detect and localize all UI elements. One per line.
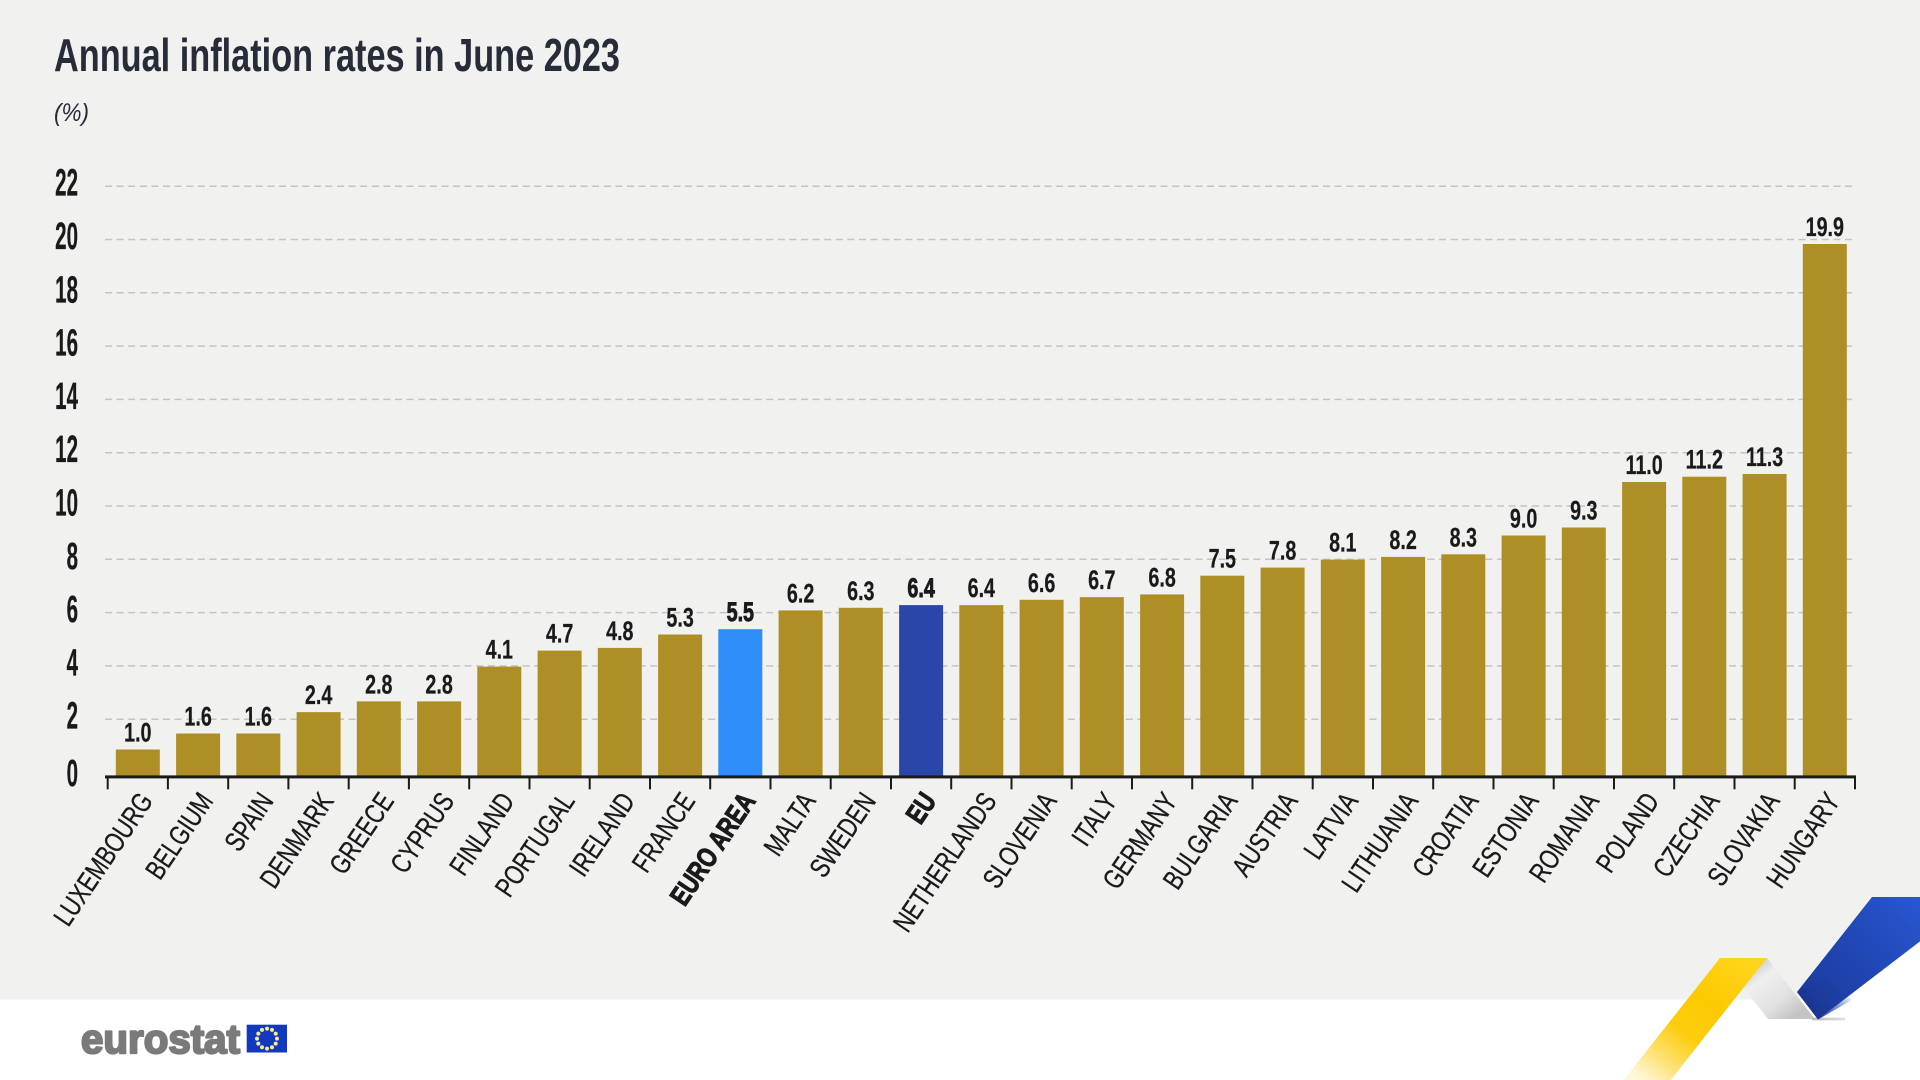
svg-text:2.8: 2.8 (365, 671, 392, 701)
svg-text:9.3: 9.3 (1570, 497, 1597, 527)
svg-text:7.5: 7.5 (1209, 545, 1236, 575)
svg-text:11.0: 11.0 (1625, 451, 1662, 481)
svg-text:8.3: 8.3 (1450, 523, 1477, 553)
svg-text:1.6: 1.6 (245, 703, 272, 733)
svg-text:6: 6 (67, 589, 78, 631)
svg-text:6.3: 6.3 (847, 577, 874, 607)
svg-text:16: 16 (55, 322, 78, 364)
svg-text:5.5: 5.5 (727, 598, 754, 628)
svg-text:14: 14 (55, 375, 78, 417)
svg-text:6.4: 6.4 (907, 574, 935, 604)
svg-text:8.2: 8.2 (1389, 526, 1416, 556)
svg-text:8.1: 8.1 (1329, 529, 1356, 559)
svg-text:Annual inflation rates in June: Annual inflation rates in June 2023 (54, 29, 620, 81)
svg-text:7.8: 7.8 (1269, 537, 1296, 567)
svg-text:6.8: 6.8 (1148, 564, 1175, 594)
svg-text:5.3: 5.3 (666, 604, 693, 634)
svg-text:eurostat: eurostat (81, 1016, 240, 1062)
svg-text:20: 20 (55, 215, 78, 257)
svg-text:6.4: 6.4 (968, 574, 996, 604)
svg-text:4.1: 4.1 (486, 636, 513, 666)
svg-text:4: 4 (67, 642, 78, 684)
svg-text:9.0: 9.0 (1510, 505, 1537, 535)
svg-text:6.2: 6.2 (787, 580, 814, 610)
svg-text:2: 2 (67, 695, 78, 737)
svg-text:11.3: 11.3 (1746, 443, 1783, 473)
svg-text:0: 0 (67, 752, 78, 794)
svg-text:8: 8 (67, 535, 78, 577)
svg-text:18: 18 (55, 269, 78, 311)
svg-text:2.8: 2.8 (425, 671, 452, 701)
svg-text:10: 10 (55, 482, 78, 524)
svg-text:6.6: 6.6 (1028, 569, 1055, 599)
svg-text:1.6: 1.6 (184, 703, 211, 733)
svg-text:12: 12 (55, 429, 78, 471)
svg-text:6.7: 6.7 (1088, 566, 1115, 596)
svg-text:1.0: 1.0 (124, 719, 151, 749)
svg-text:4.8: 4.8 (606, 617, 633, 647)
svg-text:22: 22 (55, 162, 78, 204)
svg-text:2.4: 2.4 (305, 681, 333, 711)
svg-text:19.9: 19.9 (1806, 213, 1844, 243)
svg-text:11.2: 11.2 (1686, 446, 1723, 476)
svg-text:4.7: 4.7 (546, 620, 573, 650)
svg-text:(%): (%) (54, 99, 89, 127)
